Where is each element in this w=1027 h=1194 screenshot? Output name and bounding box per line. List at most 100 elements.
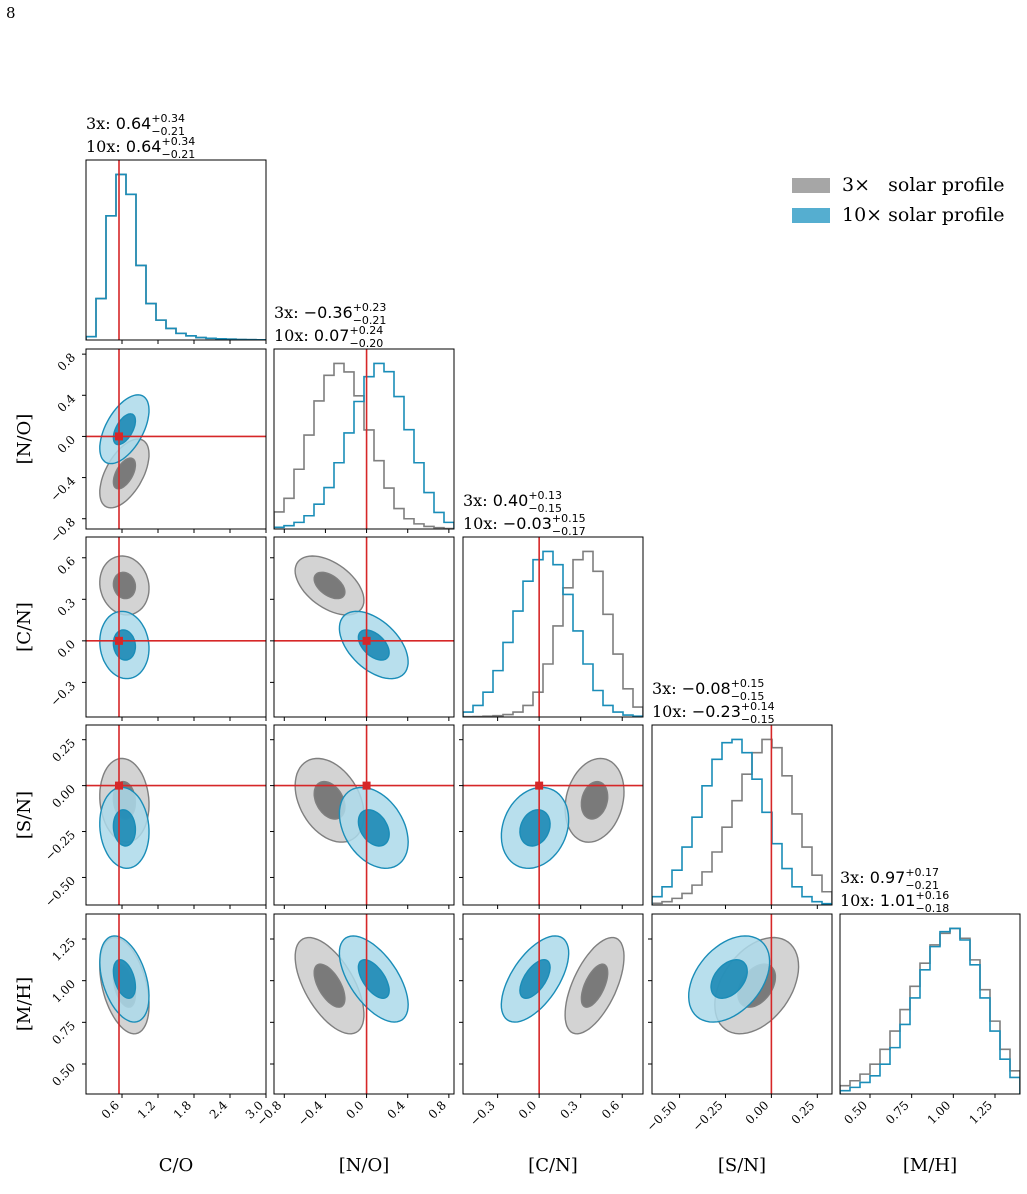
x-tick-label: 1.00 (925, 1098, 954, 1127)
panel-frame (462, 536, 644, 718)
x-tick-label: −0.25 (690, 1098, 726, 1134)
panel-2-0: −0.3 0.0 0.3 0.6 (48, 536, 267, 721)
y-axis-label-1: [N/O] (14, 414, 35, 465)
posterior-title-3x: 3x: 0.64+0.34 −0.21 (86, 112, 185, 138)
histogram-[S/N]-3x (652, 738, 832, 905)
panel-frame (273, 348, 455, 530)
x-tick-label: −0.50 (644, 1098, 680, 1134)
x-axis-label-2: [C/N] (528, 1155, 578, 1176)
panel-4-2: −0.3 0.0 0.3 0.6 (459, 913, 644, 1129)
y-axis-label-2: [C/N] (14, 602, 35, 652)
histogram-[C/N]-3x (463, 550, 643, 717)
y-tick-label: 0.0 (55, 637, 78, 660)
panel-frame (273, 913, 455, 1095)
posterior-title-10x: 10x: −0.23+0.14 −0.15 (652, 700, 775, 726)
x-tick-label: 0.3 (557, 1098, 580, 1121)
posterior-title-10x: 10x: −0.03+0.15 −0.17 (463, 512, 586, 538)
truth-marker (535, 781, 544, 790)
panel-1-0: −0.8 −0.4 0.0 0.4 0.8 (48, 348, 267, 546)
y-tick-label: 0.3 (55, 596, 78, 619)
histogram-[M/H]-10x (840, 927, 1020, 1094)
x-axis-label-0: C/O (159, 1155, 194, 1176)
histogram-[N/O]-10x (274, 362, 454, 529)
y-axis-label-4: [M/H] (14, 977, 35, 1031)
x-tick-label: 0.75 (883, 1098, 912, 1127)
y-tick-label: 0.6 (55, 554, 78, 577)
x-tick-label: 0.0 (343, 1098, 366, 1121)
contour-inner-10x (519, 958, 551, 1000)
x-tick-label: 0.00 (743, 1098, 772, 1127)
x-tick-label: 0.6 (599, 1098, 622, 1121)
panel-frame (85, 913, 267, 1095)
y-tick-label: −0.8 (48, 515, 79, 546)
y-tick-label: 0.0 (55, 433, 78, 456)
page-number: 8 (6, 4, 16, 22)
legend: 3× solar profile 10× solar profile (792, 170, 1005, 230)
histogram-C/O-3x (86, 173, 266, 340)
truth-marker (362, 636, 371, 645)
panel-frame (273, 536, 455, 718)
panel-frame (85, 348, 267, 530)
legend-entry-10x: 10× solar profile (792, 200, 1005, 230)
posterior-title-10x: 10x: 0.07+0.24 −0.20 (274, 324, 383, 350)
x-tick-label: 0.4 (384, 1098, 408, 1122)
y-tick-label: −0.4 (48, 474, 79, 505)
x-tick-label: −0.3 (467, 1098, 498, 1129)
panel-frame (85, 536, 267, 718)
panel-frame (85, 724, 267, 906)
panel-3-0: −0.50 −0.25 0.00 0.25 (42, 724, 267, 910)
posterior-title-3x: 3x: 0.97+0.17 −0.21 (840, 866, 939, 892)
panel-frame (462, 913, 644, 1095)
y-axis-label-3: [S/N] (14, 791, 35, 839)
y-tick-label: 1.25 (49, 935, 78, 964)
y-tick-label: 0.50 (49, 1060, 78, 1089)
y-tick-label: −0.50 (42, 874, 78, 910)
x-axis-label-3: [S/N] (718, 1155, 766, 1176)
panel-4-1: −0.8 −0.4 0.0 0.4 0.8 (254, 913, 455, 1129)
x-tick-label: 0.8 (426, 1098, 449, 1121)
y-tick-label: −0.25 (42, 828, 78, 864)
histogram-[S/N]-10x (652, 738, 832, 905)
contour-inner-3x (580, 963, 609, 1008)
panel-3-2 (459, 724, 644, 909)
posterior-title-3x: 3x: −0.08+0.15 −0.15 (652, 677, 764, 703)
x-axis-label-1: [N/O] (339, 1155, 390, 1176)
contour-inner-10x (710, 958, 748, 1000)
y-tick-label: 0.75 (49, 1019, 78, 1048)
x-tick-label: 1.25 (966, 1098, 995, 1127)
y-tick-label: −0.3 (48, 679, 79, 710)
truth-marker (362, 781, 371, 790)
panel-frame (462, 724, 644, 906)
y-tick-label: 0.8 (55, 350, 78, 373)
contour-inner-3x (313, 571, 346, 600)
x-tick-label: 0.25 (789, 1098, 818, 1127)
contour-inner-10x (112, 809, 137, 847)
panel-4-3: −0.50 −0.25 0.00 0.25 (644, 913, 833, 1134)
legend-label-10x: 10× solar profile (842, 204, 1005, 226)
x-tick-label: 1.8 (171, 1098, 194, 1121)
histogram-[N/O]-3x (274, 362, 454, 529)
x-tick-label: 0.6 (99, 1098, 122, 1121)
x-tick-label: −0.4 (295, 1098, 326, 1129)
y-tick-label: 1.00 (49, 977, 78, 1006)
legend-swatch-10x (792, 207, 830, 223)
panel-frame (651, 913, 833, 1095)
x-axis-label-4: [M/H] (903, 1155, 957, 1176)
truth-marker (115, 781, 123, 790)
panel-4-0: 0.6 1.2 1.8 2.4 3.00.500.751.001.25 (49, 913, 267, 1122)
posterior-title-3x: 3x: −0.36+0.23 −0.21 (274, 301, 386, 327)
panel-frame (651, 724, 833, 906)
contour-inner-3x (313, 963, 346, 1008)
truth-marker (115, 636, 123, 645)
legend-label-3x: 3× solar profile (842, 174, 1005, 196)
contour-inner-3x (112, 571, 137, 600)
panel-2-1 (270, 536, 455, 721)
panel-3-1 (270, 724, 455, 909)
x-tick-label: 0.0 (516, 1098, 539, 1121)
legend-swatch-3x (792, 177, 830, 193)
y-tick-label: 0.25 (49, 736, 78, 765)
posterior-title-10x: 10x: 1.01+0.16 −0.18 (840, 889, 949, 915)
truth-marker (115, 432, 123, 441)
